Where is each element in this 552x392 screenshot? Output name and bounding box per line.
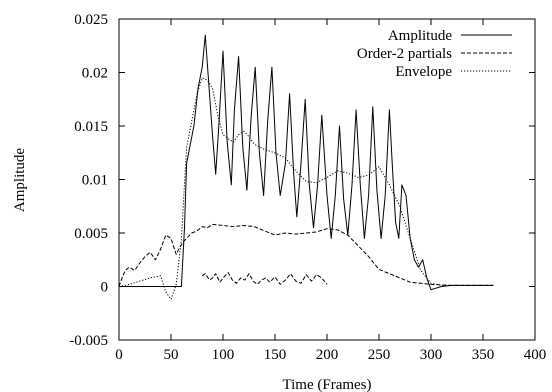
y-tick-label: 0.01 <box>82 173 108 189</box>
series-line-dotted-3 <box>118 77 494 300</box>
x-axis-label: Time (Frames) <box>282 377 371 392</box>
x-tick-label: 50 <box>164 347 179 363</box>
y-tick-label: 0.005 <box>74 226 108 242</box>
y-tick-label: 0.025 <box>74 12 108 28</box>
x-tick-label: 200 <box>316 347 339 363</box>
y-tick-label: 0.02 <box>82 66 108 82</box>
x-tick-label: 0 <box>115 347 123 363</box>
legend-label: Amplitude <box>388 28 453 44</box>
plot-frame <box>118 18 536 341</box>
legend: Amplitude Order-2 partials Envelope <box>357 28 512 80</box>
x-tick-label: 100 <box>212 347 235 363</box>
legend-label: Order-2 partials <box>357 46 452 62</box>
series-layer <box>118 34 494 300</box>
legend-label: Envelope <box>395 64 452 80</box>
x-tick-label: 400 <box>524 347 547 363</box>
y-axis-label: Amplitude <box>12 148 28 213</box>
x-tick-label: 300 <box>420 347 443 363</box>
y-tick-label: -0.005 <box>69 333 108 349</box>
x-tick-label: 150 <box>264 347 287 363</box>
series-line-dashed-2 <box>201 272 328 285</box>
series-line-dashed-1 <box>118 223 494 287</box>
series-line-solid-0 <box>119 34 494 291</box>
x-tick-label: 350 <box>472 347 495 363</box>
y-tick-label: 0.015 <box>74 119 108 135</box>
axis-ticks: 0 50 100 150 200 250 300 350 400 -0.005 0 0.005 0.01… <box>69 12 546 363</box>
y-tick-label: 0 <box>101 280 109 296</box>
x-tick-label: 250 <box>368 347 391 363</box>
